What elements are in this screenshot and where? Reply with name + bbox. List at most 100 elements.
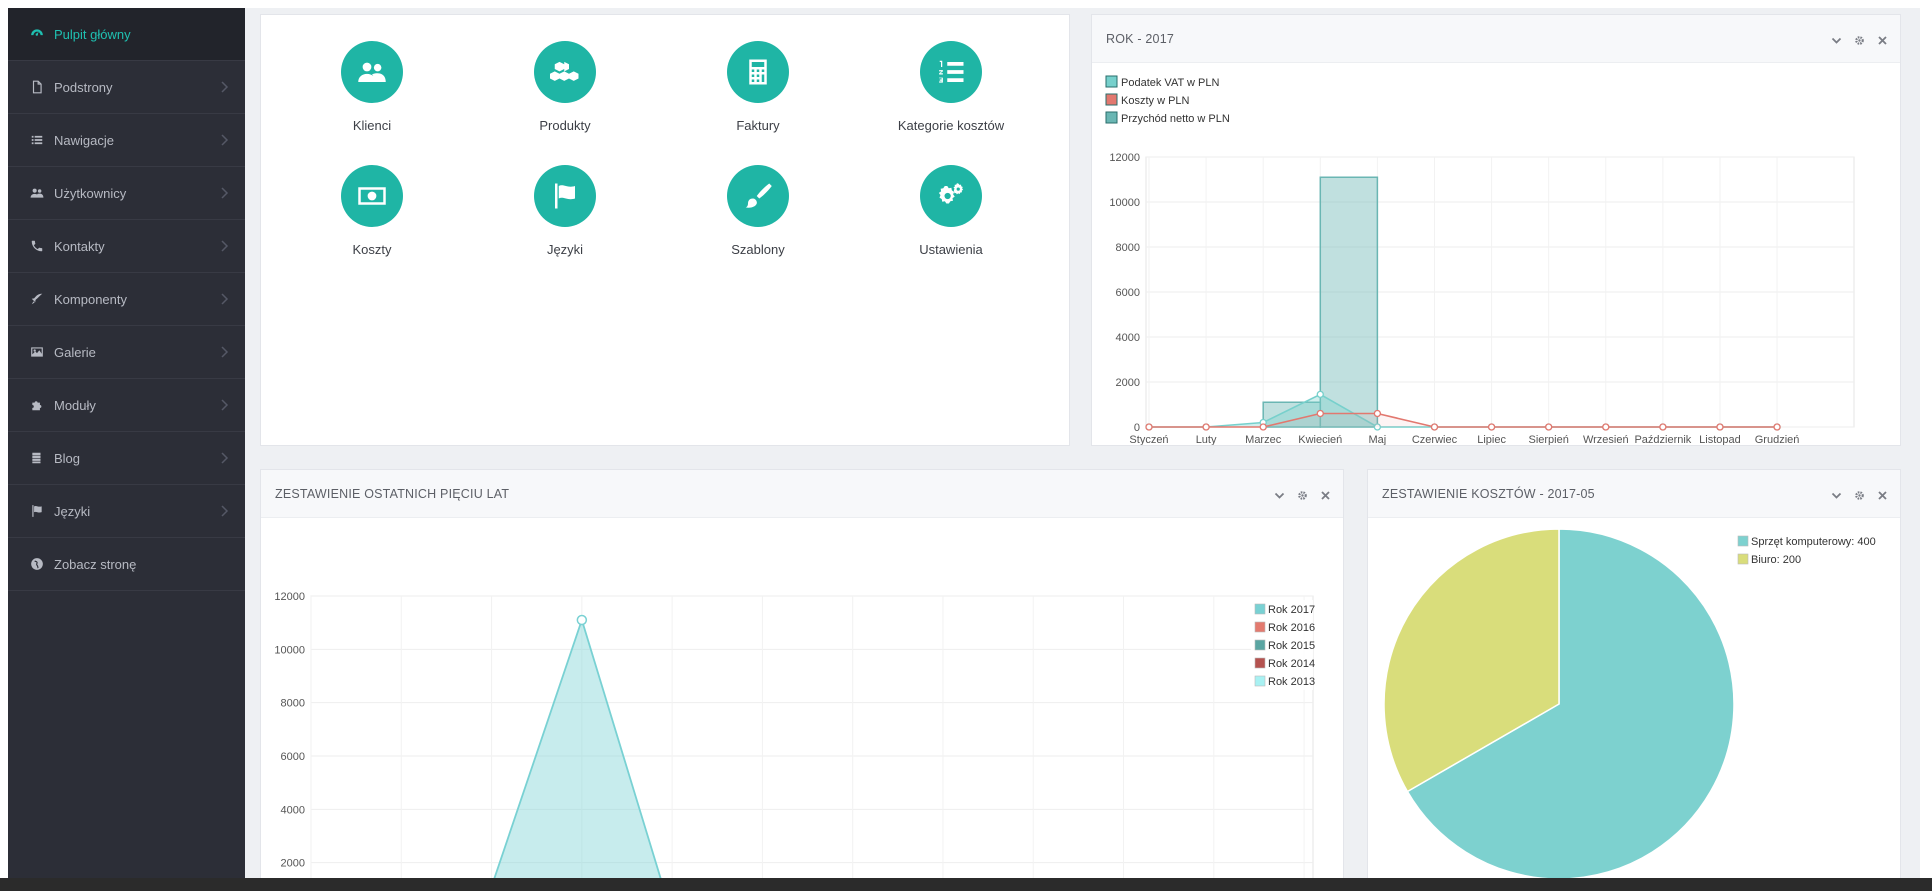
sidebar-item-label: Komponenty	[54, 291, 127, 307]
shortcut-tile[interactable]: Faktury	[688, 41, 828, 133]
sidebar-item[interactable]: Galerie	[8, 326, 245, 379]
phone-icon	[30, 239, 44, 253]
sidebar-item[interactable]: Komponenty	[8, 273, 245, 326]
chevron-right-icon	[219, 133, 229, 147]
legend-swatch	[1254, 603, 1266, 615]
data-point	[1202, 423, 1210, 431]
data-point	[1773, 423, 1781, 431]
y-tick-label: 10000	[274, 644, 305, 656]
close-icon[interactable]	[1877, 33, 1888, 45]
legend-swatch	[1737, 535, 1749, 547]
calculator-icon	[727, 41, 789, 103]
series-area	[1149, 394, 1778, 427]
panel-header: ZESTAWIENIE KOSZTÓW - 2017-05	[1368, 470, 1900, 518]
x-tick-label: Wrzesień	[1583, 434, 1629, 445]
file-icon	[30, 80, 44, 94]
data-point	[576, 614, 588, 626]
collapse-icon[interactable]	[1274, 488, 1285, 499]
year-chart: 0 2000 4000 6000 8000 10000 12000 Styczeń Luty Ma…	[1105, 75, 1855, 445]
y-tick-label: 12000	[274, 591, 305, 603]
x-tick-label: Listopad	[1699, 434, 1741, 445]
sidebar-item[interactable]: Blog	[8, 432, 245, 485]
shortcut-tile[interactable]: Koszty	[302, 165, 442, 257]
shortcut-tile[interactable]: Szablony	[688, 165, 828, 257]
data-point	[1373, 423, 1382, 431]
shortcut-label: Języki	[546, 242, 584, 257]
close-icon[interactable]	[1877, 488, 1888, 500]
sidebar-item-label: Nawigacje	[54, 132, 114, 148]
x-tick-label: Styczeń	[1129, 434, 1168, 445]
x-tick-label: Marzec	[1245, 434, 1282, 445]
shortcuts-panel: Klienci Produkty Faktury Kategorie kosztów K…	[260, 14, 1070, 446]
shortcut-tile[interactable]: Produkty	[495, 41, 635, 133]
data-point	[1716, 423, 1724, 431]
y-tick-label: 2000	[1116, 377, 1140, 389]
legend-label: Rok 2013	[1268, 676, 1315, 688]
costs-pie-chart: Sprzęt komputerowy: 400 Biuro: 200	[1383, 528, 1876, 880]
y-tick-label: 12000	[1109, 152, 1140, 164]
brush-icon	[727, 165, 789, 227]
chevron-right-icon	[219, 451, 229, 465]
x-tick-label: Luty	[1196, 434, 1217, 445]
puzzle-icon	[30, 398, 44, 412]
sidebar-item[interactable]: Nawigacje	[8, 114, 245, 167]
chevron-right-icon	[219, 239, 229, 253]
collapse-icon[interactable]	[1831, 33, 1842, 44]
x-tick-label: Lipiec	[1477, 434, 1506, 445]
image-icon	[30, 345, 44, 359]
dashboard-icon	[30, 27, 44, 41]
legend-swatch	[1737, 553, 1749, 565]
data-point	[1659, 423, 1667, 431]
x-tick-label: Sierpień	[1528, 434, 1568, 445]
sidebar-item[interactable]: Moduły	[8, 379, 245, 432]
data-point	[1602, 423, 1610, 431]
legend-label: Podatek VAT w PLN	[1121, 77, 1219, 89]
sidebar-item-label: Pulpit główny	[54, 26, 131, 42]
legend-label: Biuro: 200	[1751, 554, 1801, 566]
sidebar-item[interactable]: Kontakty	[8, 220, 245, 273]
x-tick-label: Grudzień	[1755, 434, 1800, 445]
chevron-right-icon	[219, 292, 229, 306]
chevron-right-icon	[219, 80, 229, 94]
legend-swatch	[1105, 111, 1118, 124]
y-tick-label: 4000	[1116, 332, 1140, 344]
legend-label: Rok 2017	[1268, 604, 1315, 616]
sidebar-item[interactable]: Języki	[8, 485, 245, 538]
five-years-panel: ZESTAWIENIE OSTATNICH PIĘCIU LAT 0200040…	[260, 469, 1344, 880]
close-icon[interactable]	[1320, 488, 1331, 500]
sidebar-item[interactable]: Zobacz stronę	[8, 538, 245, 591]
shortcut-tile[interactable]: Języki	[495, 165, 635, 257]
shortcut-label: Ustawienia	[919, 242, 983, 257]
shortcut-tile[interactable]: Kategorie kosztów	[881, 41, 1021, 133]
sidebar-item-label: Blog	[54, 450, 81, 466]
gear-icon[interactable]	[1297, 488, 1308, 500]
y-tick-label: 6000	[1116, 287, 1140, 299]
data-point	[1259, 423, 1267, 431]
shortcut-label: Koszty	[352, 242, 392, 257]
shortcut-tile[interactable]: Ustawienia	[881, 165, 1021, 257]
data-point	[1145, 423, 1153, 431]
panel-tools	[1274, 488, 1331, 500]
legend-label: Rok 2014	[1268, 658, 1315, 670]
gears-icon	[920, 165, 982, 227]
sidebar-item[interactable]: Pulpit główny	[8, 8, 245, 61]
sidebar-item[interactable]: Podstrony	[8, 61, 245, 114]
gear-icon[interactable]	[1854, 488, 1865, 500]
book-icon	[30, 451, 44, 465]
list-ol-icon	[920, 41, 982, 103]
cubes-icon	[534, 41, 596, 103]
x-tick-label: Czerwiec	[1412, 434, 1458, 445]
legend-swatch	[1105, 75, 1118, 88]
shortcut-tile[interactable]: Klienci	[302, 41, 442, 133]
data-point	[1430, 423, 1439, 431]
sidebar-item[interactable]: Użytkownicy	[8, 167, 245, 220]
chevron-right-icon	[219, 504, 229, 518]
data-point	[1545, 423, 1553, 431]
collapse-icon[interactable]	[1831, 488, 1842, 499]
chevron-right-icon	[219, 345, 229, 359]
legend-swatch	[1254, 621, 1266, 633]
chevron-right-icon	[219, 186, 229, 200]
sidebar-item-label: Moduły	[54, 397, 96, 413]
sidebar-item-label: Kontakty	[54, 238, 105, 254]
gear-icon[interactable]	[1854, 33, 1865, 45]
